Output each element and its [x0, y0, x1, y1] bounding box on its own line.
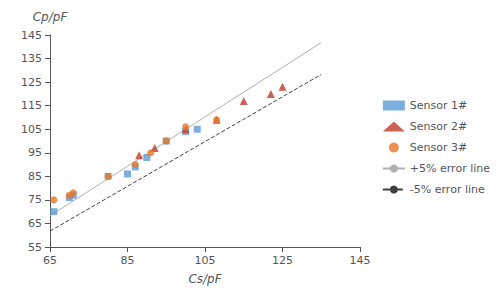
- svg-text:85: 85: [28, 170, 42, 183]
- svg-text:Sensor 3#: Sensor 3#: [410, 141, 467, 154]
- svg-text:65: 65: [28, 217, 42, 230]
- svg-text:Sensor 2#: Sensor 2#: [410, 120, 467, 133]
- svg-text:145: 145: [21, 29, 42, 42]
- svg-text:145: 145: [350, 254, 371, 267]
- svg-text:65: 65: [43, 254, 57, 267]
- svg-text:-5% error line: -5% error line: [410, 183, 485, 196]
- svg-text:+5% error line: +5% error line: [410, 162, 490, 175]
- svg-text:95: 95: [28, 146, 42, 159]
- svg-text:Cs/pF: Cs/pF: [188, 272, 222, 286]
- svg-text:125: 125: [272, 254, 293, 267]
- svg-text:75: 75: [28, 193, 42, 206]
- svg-text:Cp/pF: Cp/pF: [33, 10, 69, 24]
- svg-text:115: 115: [21, 99, 42, 112]
- svg-text:105: 105: [21, 123, 42, 136]
- svg-text:125: 125: [21, 76, 42, 89]
- svg-text:85: 85: [121, 254, 135, 267]
- svg-text:Sensor 1#: Sensor 1#: [410, 99, 467, 112]
- svg-text:55: 55: [28, 241, 42, 254]
- svg-text:105: 105: [195, 254, 216, 267]
- svg-text:135: 135: [21, 52, 42, 65]
